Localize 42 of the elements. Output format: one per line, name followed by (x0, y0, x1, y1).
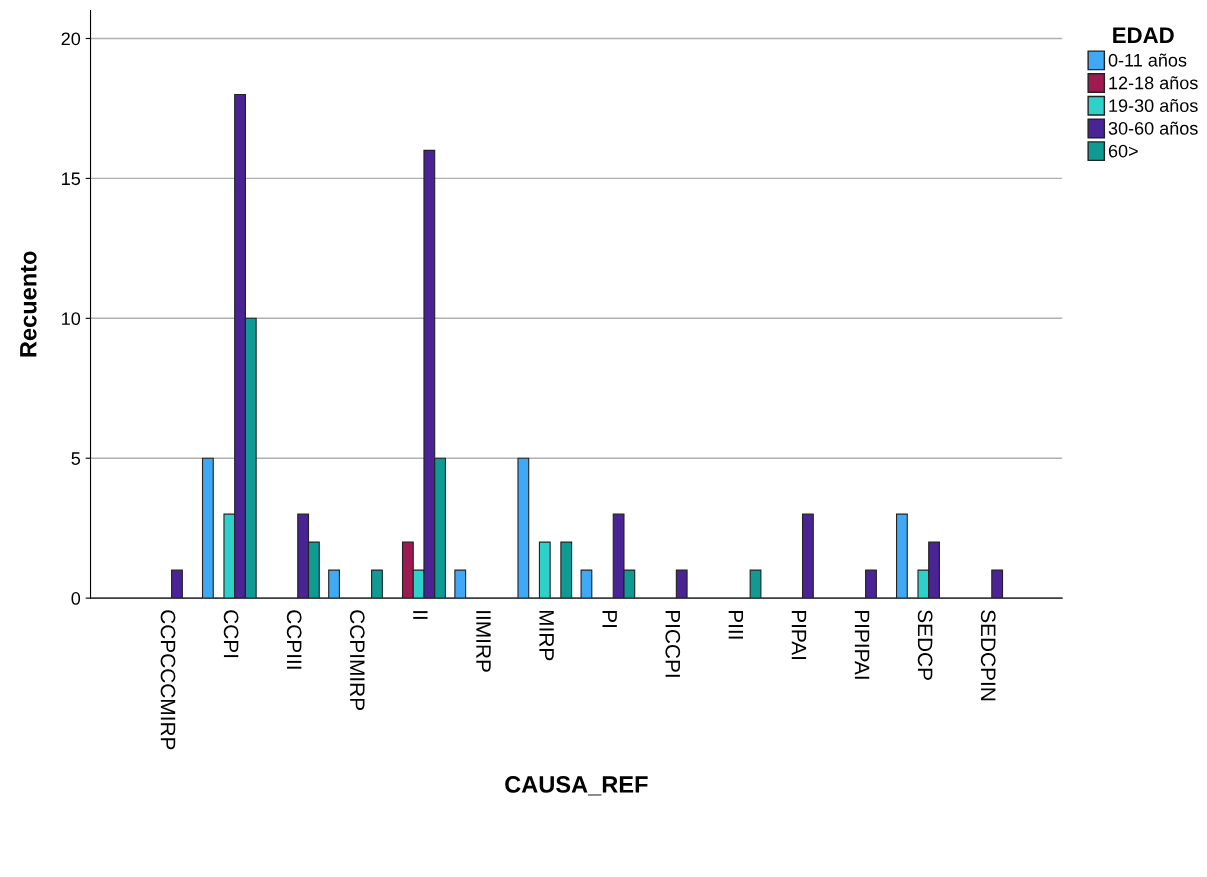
x-tick-label: IIMIRP (476, 611, 491, 672)
x-tick-label: II (413, 611, 428, 619)
x-tick-label: PICCPI (665, 610, 681, 677)
legend-label: 30-60 años (1108, 121, 1198, 135)
bar (171, 569, 183, 599)
bar (328, 569, 340, 599)
bar (801, 513, 814, 599)
bar (991, 569, 1004, 599)
x-axis-title: CAUSA_REF (505, 776, 648, 796)
x-tick-label: CCPIMIRP (349, 610, 365, 710)
x-tick-label: PIPIPAI (854, 610, 870, 679)
legend-label: 12-18 años (1109, 76, 1198, 90)
x-tick-label: PIII (728, 610, 744, 639)
legend-label: 60> (1108, 144, 1138, 158)
x-tick-label: PI (602, 610, 617, 627)
x-tick-label: SEDCP (917, 610, 933, 680)
y-tick-label: 20 (61, 32, 81, 46)
x-tick-label: CCPIII (286, 610, 302, 669)
y-tick-label: 5 (71, 452, 81, 465)
legend-label: 19-30 años (1109, 98, 1198, 113)
y-tick-label: 15 (62, 172, 81, 186)
x-tick-label: PIPAI (791, 610, 807, 660)
legend-label: 0-11 años (1108, 53, 1187, 67)
bar (454, 569, 467, 599)
y-tick-label: 10 (62, 312, 81, 326)
bar (749, 569, 762, 599)
bar (560, 541, 573, 599)
bar (371, 569, 383, 599)
bar (895, 513, 908, 599)
bar (517, 457, 530, 599)
x-tick-label: CCPCCCMIRP (160, 610, 176, 750)
y-axis-title: Recuento (20, 251, 37, 357)
bar (538, 541, 551, 599)
y-tick-label: 0 (71, 592, 81, 605)
bar (201, 457, 214, 599)
bar (580, 569, 593, 599)
legend-title: EDAD (1113, 27, 1174, 43)
x-tick-label: CCPI (223, 610, 239, 658)
x-tick-label: SEDCPIN (980, 610, 996, 701)
bar (865, 569, 877, 599)
bar (675, 569, 688, 599)
x-tick-label: MIRP (539, 610, 554, 661)
